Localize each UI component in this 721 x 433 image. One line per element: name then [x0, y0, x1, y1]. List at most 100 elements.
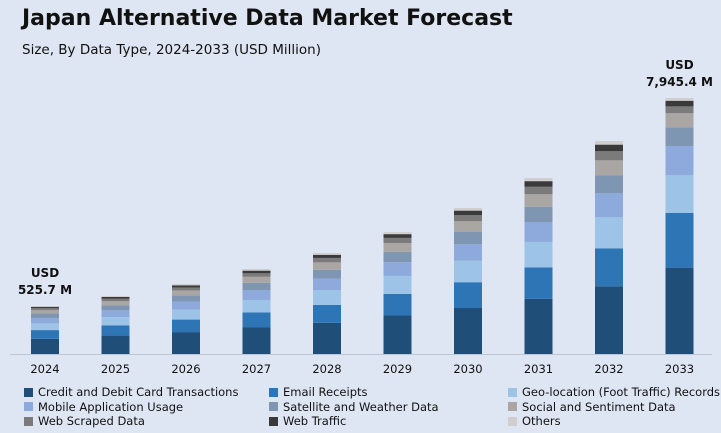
- bar-segment-2031-7: [524, 181, 553, 187]
- legend-item: Satellite and Weather Data: [269, 400, 439, 414]
- x-tick-label: 2032: [594, 362, 623, 376]
- bar-segment-2029-3: [383, 262, 412, 276]
- bar-segment-2032-6: [595, 151, 623, 161]
- stacked-bar-chart: 2024 2025 2026 2027 2028 2029 2030 2031 2032 2033…: [10, 58, 713, 376]
- bar-segment-2028-0: [313, 322, 341, 354]
- bar-segment-2031-0: [524, 298, 553, 354]
- bar-segment-2029-1: [383, 293, 412, 316]
- bar-segment-2024-4: [31, 313, 59, 318]
- bar-segment-2027-7: [242, 270, 271, 274]
- bar-segment-2024-8: [31, 306, 59, 307]
- legend-label: Web Scraped Data: [38, 414, 145, 428]
- bar-segment-2033-3: [665, 145, 694, 176]
- bar-segment-2032-2: [595, 217, 623, 249]
- legend-item: Geo-location (Foot Traffic) Records: [508, 385, 720, 399]
- bar-segment-2026-2: [172, 309, 200, 320]
- bar-segment-2025-3: [101, 310, 130, 318]
- bar-segment-2029-4: [383, 251, 412, 263]
- legend-swatch: [24, 402, 33, 411]
- bar-segment-2028-3: [313, 278, 341, 291]
- annotation-value: 525.7 M: [18, 283, 72, 297]
- legend-swatch: [269, 416, 278, 426]
- legend-item: Web Scraped Data: [24, 414, 145, 428]
- legend-swatch: [24, 416, 33, 426]
- legend-swatch: [508, 387, 517, 397]
- bar-segment-2033-0: [665, 267, 694, 354]
- chart-title: Japan Alternative Data Market Forecast: [22, 6, 513, 31]
- bar-segment-2033-4: [665, 127, 694, 146]
- bar-segment-2026-4: [172, 295, 200, 302]
- bar-segment-2031-6: [524, 186, 553, 195]
- annotation-currency: USD: [665, 58, 693, 72]
- x-tick-label: 2029: [383, 362, 412, 376]
- bar-segment-2033-1: [665, 212, 694, 268]
- legend-label: Satellite and Weather Data: [283, 399, 439, 414]
- bar-segment-2031-5: [524, 194, 553, 207]
- legend-label: Email Receipts: [283, 385, 368, 399]
- bar-segment-2028-7: [313, 254, 341, 258]
- bar-segment-2033-7: [665, 100, 694, 107]
- legend-item: Web Traffic: [269, 414, 346, 428]
- bar-segment-2028-6: [313, 257, 341, 263]
- bar-segment-2032-8: [595, 141, 623, 145]
- bar-segment-2026-0: [172, 332, 200, 354]
- legend-label: Web Traffic: [283, 414, 347, 428]
- bar-segment-2030-4: [454, 231, 482, 245]
- bar-segment-2028-5: [313, 262, 341, 270]
- bar-segment-2031-2: [524, 241, 553, 268]
- x-tick-label: 2026: [171, 362, 200, 376]
- bar-segment-2028-2: [313, 290, 341, 305]
- bar-segment-2026-1: [172, 319, 200, 333]
- bar-segment-2024-5: [31, 310, 59, 314]
- x-tick-label: 2028: [312, 362, 341, 376]
- bar-segment-2027-6: [242, 273, 271, 277]
- bar-segment-2027-3: [242, 290, 271, 300]
- bar-segment-2024-1: [31, 330, 59, 339]
- annotation-value: 7,945.4 M: [646, 75, 713, 89]
- bar-segment-2025-1: [101, 325, 130, 336]
- bar-segment-2027-5: [242, 276, 271, 283]
- legend-label: Mobile Application Usage: [38, 399, 184, 414]
- bar-segment-2026-7: [172, 285, 200, 288]
- legend-label: Social and Sentiment Data: [522, 399, 676, 414]
- bar-segment-2030-0: [454, 308, 482, 354]
- legend-swatch: [269, 402, 278, 411]
- bar-segment-2030-3: [454, 244, 482, 261]
- bar-segment-2029-6: [383, 237, 412, 244]
- x-tick-label: 2024: [30, 362, 59, 376]
- bar-segment-2032-5: [595, 160, 623, 176]
- bar-segment-2031-4: [524, 206, 553, 222]
- bar-segment-2029-7: [383, 234, 412, 238]
- bar-segment-2027-4: [242, 282, 271, 291]
- bar-segment-2029-0: [383, 315, 412, 354]
- bar-segment-2030-5: [454, 221, 482, 232]
- bar-segment-2028-8: [313, 253, 341, 255]
- bar-segment-2025-2: [101, 317, 130, 326]
- bar-segment-2025-7: [101, 296, 130, 299]
- bar-segment-2028-1: [313, 304, 341, 323]
- bar-segment-2031-3: [524, 222, 553, 242]
- legend-swatch: [508, 402, 517, 411]
- bar-segment-2032-7: [595, 144, 623, 152]
- bar-segment-2028-4: [313, 269, 341, 279]
- bar-segment-2024-0: [31, 338, 59, 354]
- x-tick-label: 2027: [242, 362, 271, 376]
- bar-segment-2030-2: [454, 260, 482, 283]
- bar-segment-2031-1: [524, 267, 553, 299]
- bar-segment-2024-2: [31, 323, 59, 331]
- legend-swatch: [269, 387, 278, 397]
- bar-segment-2033-2: [665, 175, 694, 213]
- legend-item: Mobile Application Usage: [24, 400, 183, 414]
- bar-segment-2025-8: [101, 296, 130, 297]
- bar-segment-2030-6: [454, 215, 482, 222]
- bar-segment-2025-5: [101, 301, 130, 306]
- bar-segment-2024-3: [31, 317, 59, 324]
- bar-segment-2027-8: [242, 269, 271, 271]
- bar-segment-2027-1: [242, 312, 271, 328]
- bar-segment-2029-2: [383, 275, 412, 294]
- bar-segment-2030-1: [454, 282, 482, 309]
- legend-label: Credit and Debit Card Transactions: [38, 385, 239, 399]
- bar-segment-2026-3: [172, 301, 200, 310]
- bar-segment-2026-5: [172, 290, 200, 296]
- bar-segment-2032-0: [595, 286, 623, 354]
